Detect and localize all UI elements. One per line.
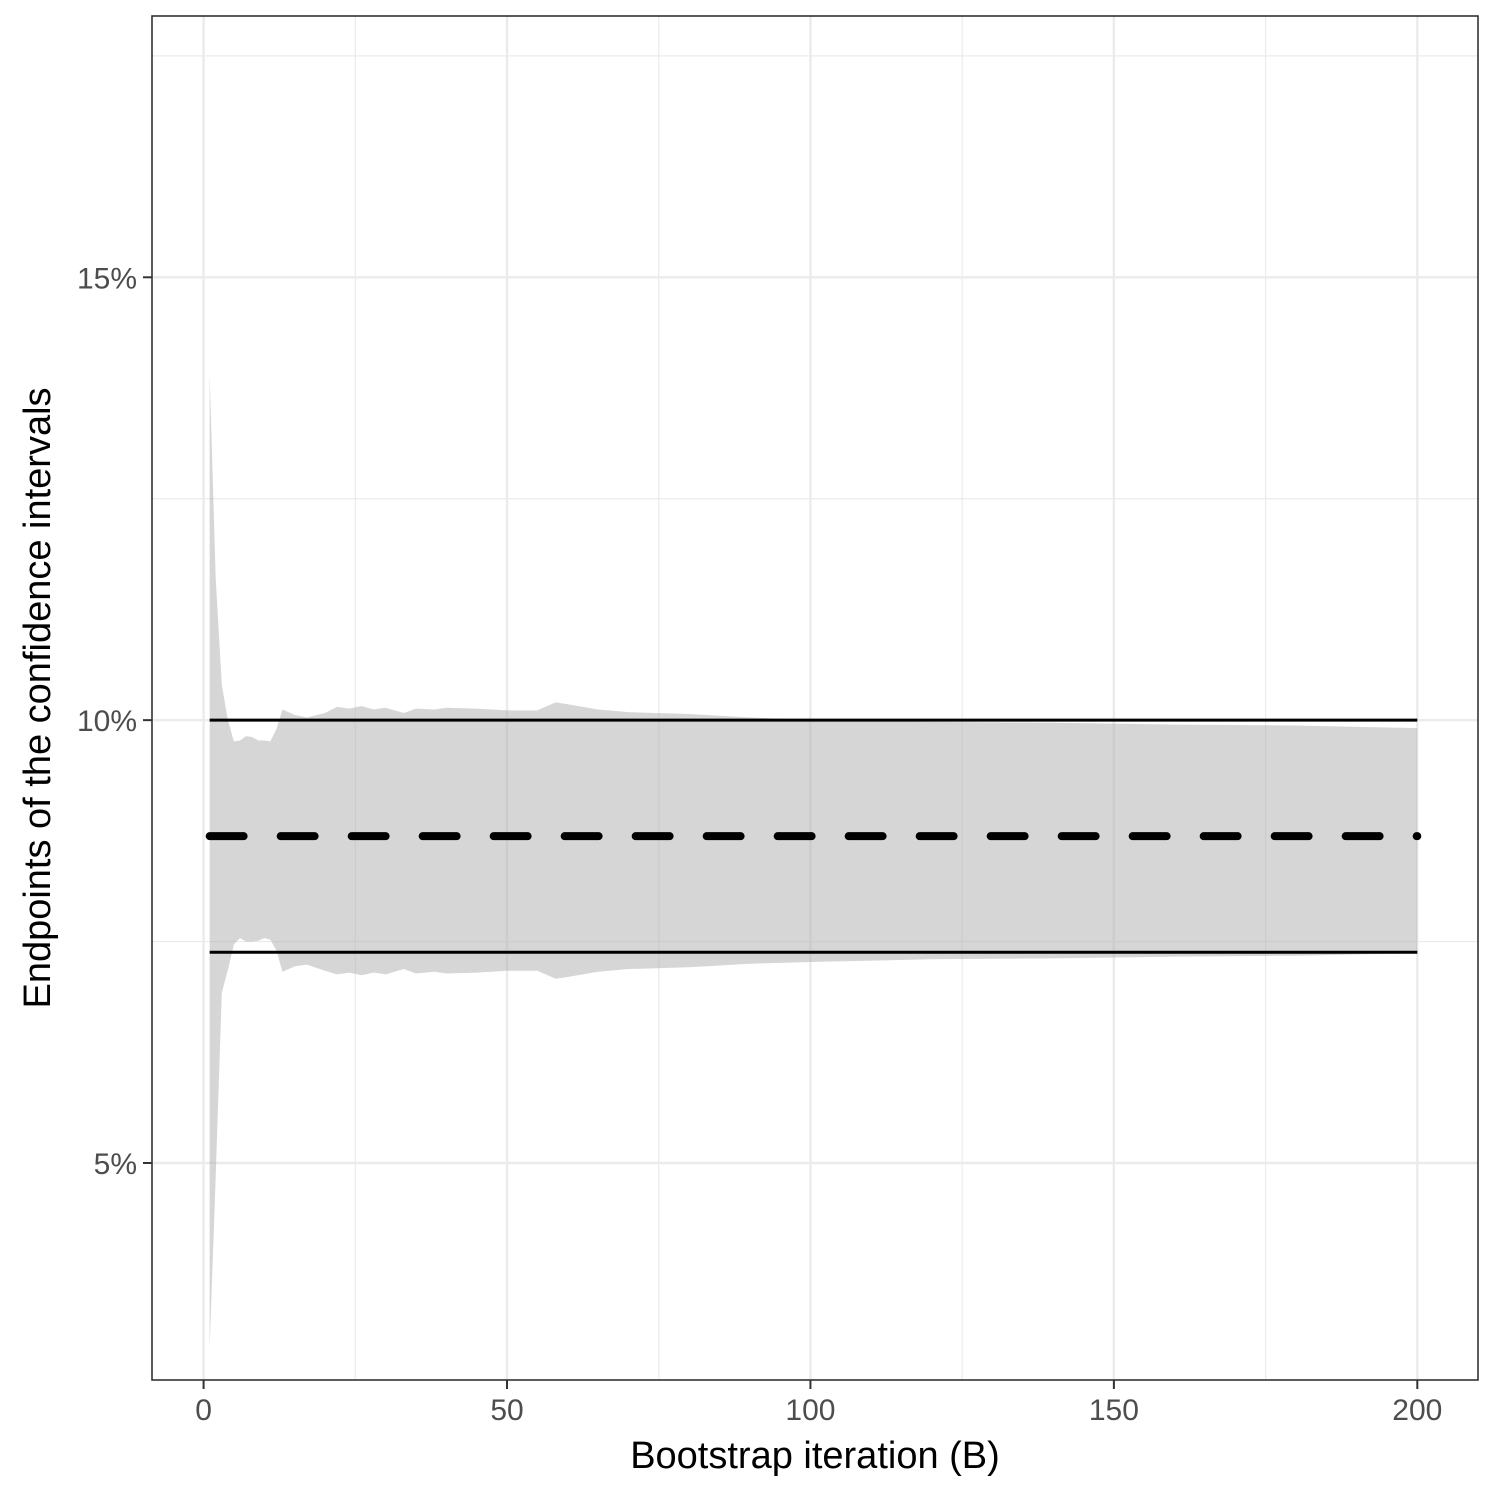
x-tick-label: 150: [1089, 1394, 1139, 1427]
grid: [152, 16, 1478, 1380]
reference-lines: [205, 718, 1422, 954]
x-tick-label: 0: [195, 1394, 212, 1427]
confidence-band-layer: [209, 374, 1418, 1348]
axis-ticks: 0 50 100 150 200 5% 10% 15%: [77, 262, 1442, 1427]
x-tick-label: 200: [1392, 1394, 1442, 1427]
panel-border: [151, 15, 1479, 1381]
y-tick-label: 15%: [77, 262, 137, 295]
y-tick-label: 5%: [94, 1148, 137, 1181]
y-axis-title: Endpoints of the confidence intervals: [17, 387, 59, 1008]
x-axis-title: Bootstrap iteration (B): [630, 1435, 1000, 1477]
y-tick-label: 10%: [77, 705, 137, 738]
x-tick-label: 100: [785, 1394, 835, 1427]
confidence-band: [209, 374, 1418, 1348]
x-tick-label: 50: [490, 1394, 523, 1427]
